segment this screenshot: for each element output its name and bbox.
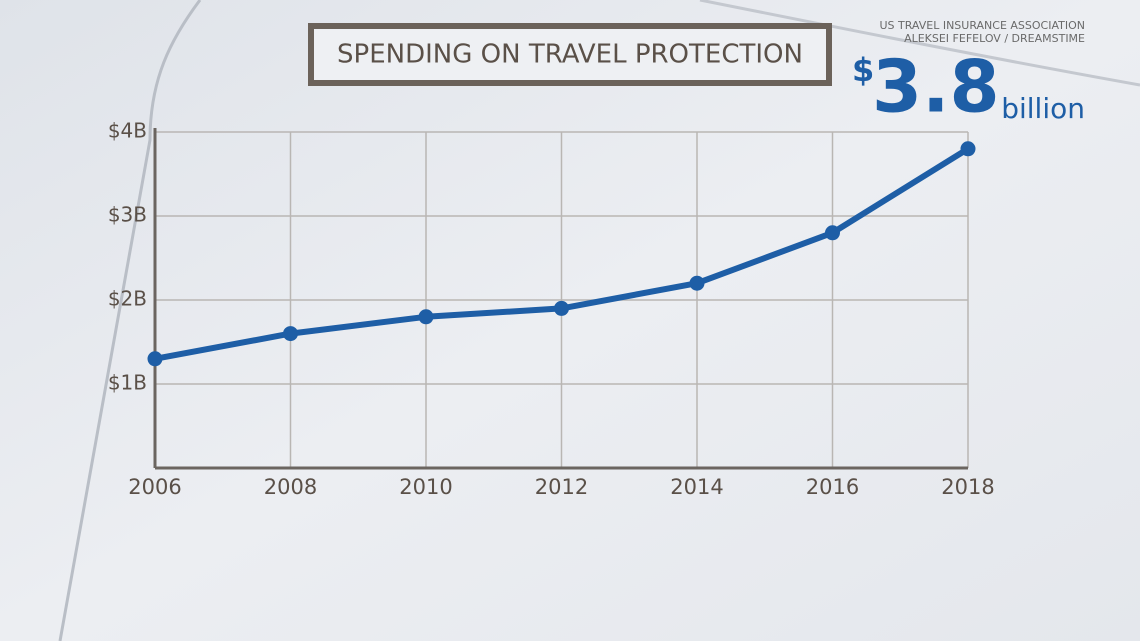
x-tick-label: 2010 bbox=[399, 475, 452, 499]
x-tick-label: 2012 bbox=[535, 475, 588, 499]
y-tick-label: $4B bbox=[108, 119, 147, 143]
callout-amount: 3.8 bbox=[872, 45, 1000, 129]
data-point bbox=[689, 275, 705, 291]
data-point bbox=[554, 300, 569, 316]
y-tick-label: $1B bbox=[108, 371, 147, 395]
x-tick-label: 2006 bbox=[128, 475, 181, 499]
data-point bbox=[418, 309, 434, 325]
data-point bbox=[825, 225, 840, 241]
source: US TRAVEL INSURANCE ASSOCIATION bbox=[879, 19, 1085, 32]
title-box bbox=[308, 23, 832, 86]
source: ALEKSEI FEFELOV / DREAMSTIME bbox=[904, 32, 1085, 45]
callout-currency: $ bbox=[852, 51, 874, 89]
x-tick-label: 2008 bbox=[264, 475, 317, 499]
data-point bbox=[147, 351, 163, 367]
data-point bbox=[283, 326, 298, 342]
y-tick-label: $2B bbox=[108, 287, 147, 311]
data-point bbox=[960, 141, 976, 157]
callout-unit: billion bbox=[1001, 92, 1085, 125]
background-curve bbox=[58, 0, 202, 641]
x-tick-label: 2018 bbox=[941, 475, 994, 499]
background-curve bbox=[699, 0, 1140, 87]
x-tick-label: 2016 bbox=[806, 475, 859, 499]
y-tick-label: $3B bbox=[108, 203, 147, 227]
chart-title: SPENDING ON TRAVEL PROTECTION bbox=[337, 40, 803, 70]
x-tick-label: 2014 bbox=[670, 475, 723, 499]
